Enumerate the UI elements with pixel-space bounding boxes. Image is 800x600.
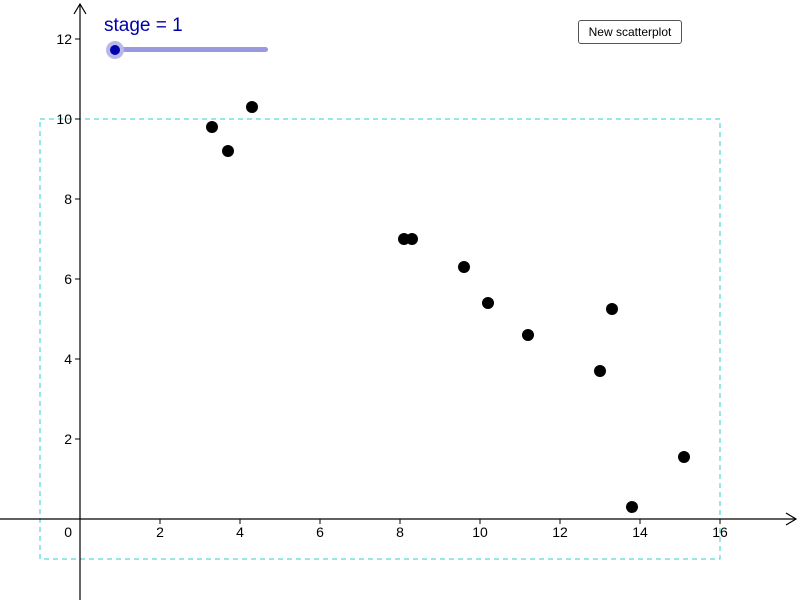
stage-slider-knob-center <box>110 45 120 55</box>
new-scatterplot-button[interactable]: New scatterplot <box>578 20 682 44</box>
x-tick-label: 14 <box>632 524 648 540</box>
bounding-box-layer <box>39 118 721 560</box>
data-point <box>626 501 638 513</box>
y-tick-label: 2 <box>64 431 72 447</box>
x-tick-label: 6 <box>316 524 324 540</box>
bounding-box-rect <box>39 118 721 560</box>
y-tick-label: 4 <box>64 351 72 367</box>
origin-label: 0 <box>64 524 72 540</box>
data-point <box>246 101 258 113</box>
data-point <box>594 365 606 377</box>
x-tick-label: 2 <box>156 524 164 540</box>
data-point <box>222 145 234 157</box>
stage-slider-label: stage = 1 <box>104 15 183 36</box>
x-tick-label: 12 <box>552 524 568 540</box>
data-point <box>458 261 470 273</box>
y-tick-label: 12 <box>56 31 72 47</box>
y-tick-label: 10 <box>56 111 72 127</box>
data-points-layer <box>206 101 690 513</box>
data-point <box>522 329 534 341</box>
data-point <box>482 297 494 309</box>
x-tick-label: 4 <box>236 524 244 540</box>
x-tick-label: 10 <box>472 524 488 540</box>
tick-labels-layer: 2 4 6 8 10 12 14 16 2 4 6 8 10 12 0 <box>56 31 728 540</box>
y-tick-label: 8 <box>64 191 72 207</box>
x-tick-label: 16 <box>712 524 728 540</box>
y-tick-label: 6 <box>64 271 72 287</box>
data-point <box>678 451 690 463</box>
x-tick-label: 8 <box>396 524 404 540</box>
data-point <box>206 121 218 133</box>
stage-slider-track[interactable] <box>115 47 268 52</box>
y-axis-arrow <box>73 2 87 15</box>
data-point <box>606 303 618 315</box>
data-point <box>406 233 418 245</box>
stage-slider-knob[interactable] <box>106 41 124 59</box>
x-axis-arrow <box>785 512 798 526</box>
